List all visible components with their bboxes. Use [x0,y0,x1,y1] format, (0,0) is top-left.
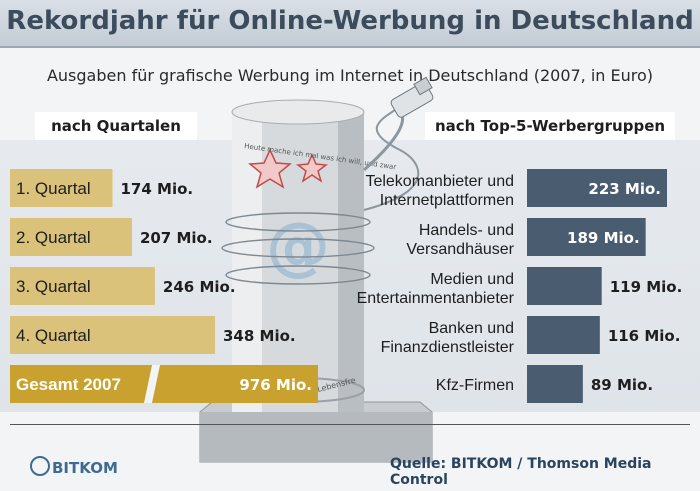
group-value: 223 Mio. [588,180,661,198]
quarter-bar [10,169,113,207]
quarters-chart: 1. Quartal 174 Mio. 2. Quartal 207 Mio. 3. Q… [10,169,318,403]
quarter-label: 4. Quartal [16,326,91,345]
quarter-bar [10,316,215,354]
quarter-value: 207 Mio. [140,229,213,247]
quarters-header: nach Quartalen [35,112,197,140]
group-bar [527,267,602,305]
star-icon [296,153,328,183]
group-value: 116 Mio. [608,327,681,345]
quarter-label: 3. Quartal [16,277,91,296]
footer-divider [10,424,690,425]
quarter-bar [10,267,155,305]
group-label: Entertainmentanbieter [357,290,515,307]
group-label: Finanzdienstleister [381,339,515,356]
groups-chart: Telekomanbieter und Internetplattformen 22… [357,169,683,403]
source-note: Quelle: BITKOM / Thomson Media Control [390,456,652,488]
group-label: Versandhäuser [406,241,514,258]
star-icon [248,148,292,189]
title-bar: Rekordjahr für Online-Werbung in Deutsch… [0,0,700,48]
quarter-label: 2. Quartal [16,228,91,247]
group-bar [527,316,600,354]
groups-header: nach Top-5-Werbergruppen [425,112,675,140]
group-label: Handels- und [419,222,514,239]
chart-subtitle: Ausgaben für grafische Werbung im Intern… [46,66,654,85]
quarter-value: 174 Mio. [121,180,194,198]
total-label: Gesamt 2007 [16,375,121,394]
quarter-label: 1. Quartal [16,179,91,198]
group-label: Telekomanbieter und [365,173,514,190]
total-value: 976 Mio. [239,376,312,394]
group-label: Banken und [429,320,514,337]
group-value: 189 Mio. [567,229,640,247]
group-label: Kfz-Firmen [436,377,514,394]
group-bar [527,365,583,403]
quarter-value: 348 Mio. [223,327,296,345]
total-bar-divider [144,365,160,403]
bitkom-logo-icon [30,456,50,476]
quarter-value: 246 Mio. [163,278,236,296]
group-bar [527,169,667,207]
group-bar [527,218,646,256]
total-bar [10,365,318,403]
group-label: Medien und [430,271,514,288]
quarter-bar [10,218,132,256]
bitkom-logo: BITKOM [30,456,118,477]
group-value: 119 Mio. [610,278,683,296]
group-value: 89 Mio. [591,376,653,394]
group-label: Internetplattformen [380,192,514,209]
chart-title: Rekordjahr für Online-Werbung in Deutsch… [6,6,694,36]
at-sign-icon: @ [266,210,330,284]
